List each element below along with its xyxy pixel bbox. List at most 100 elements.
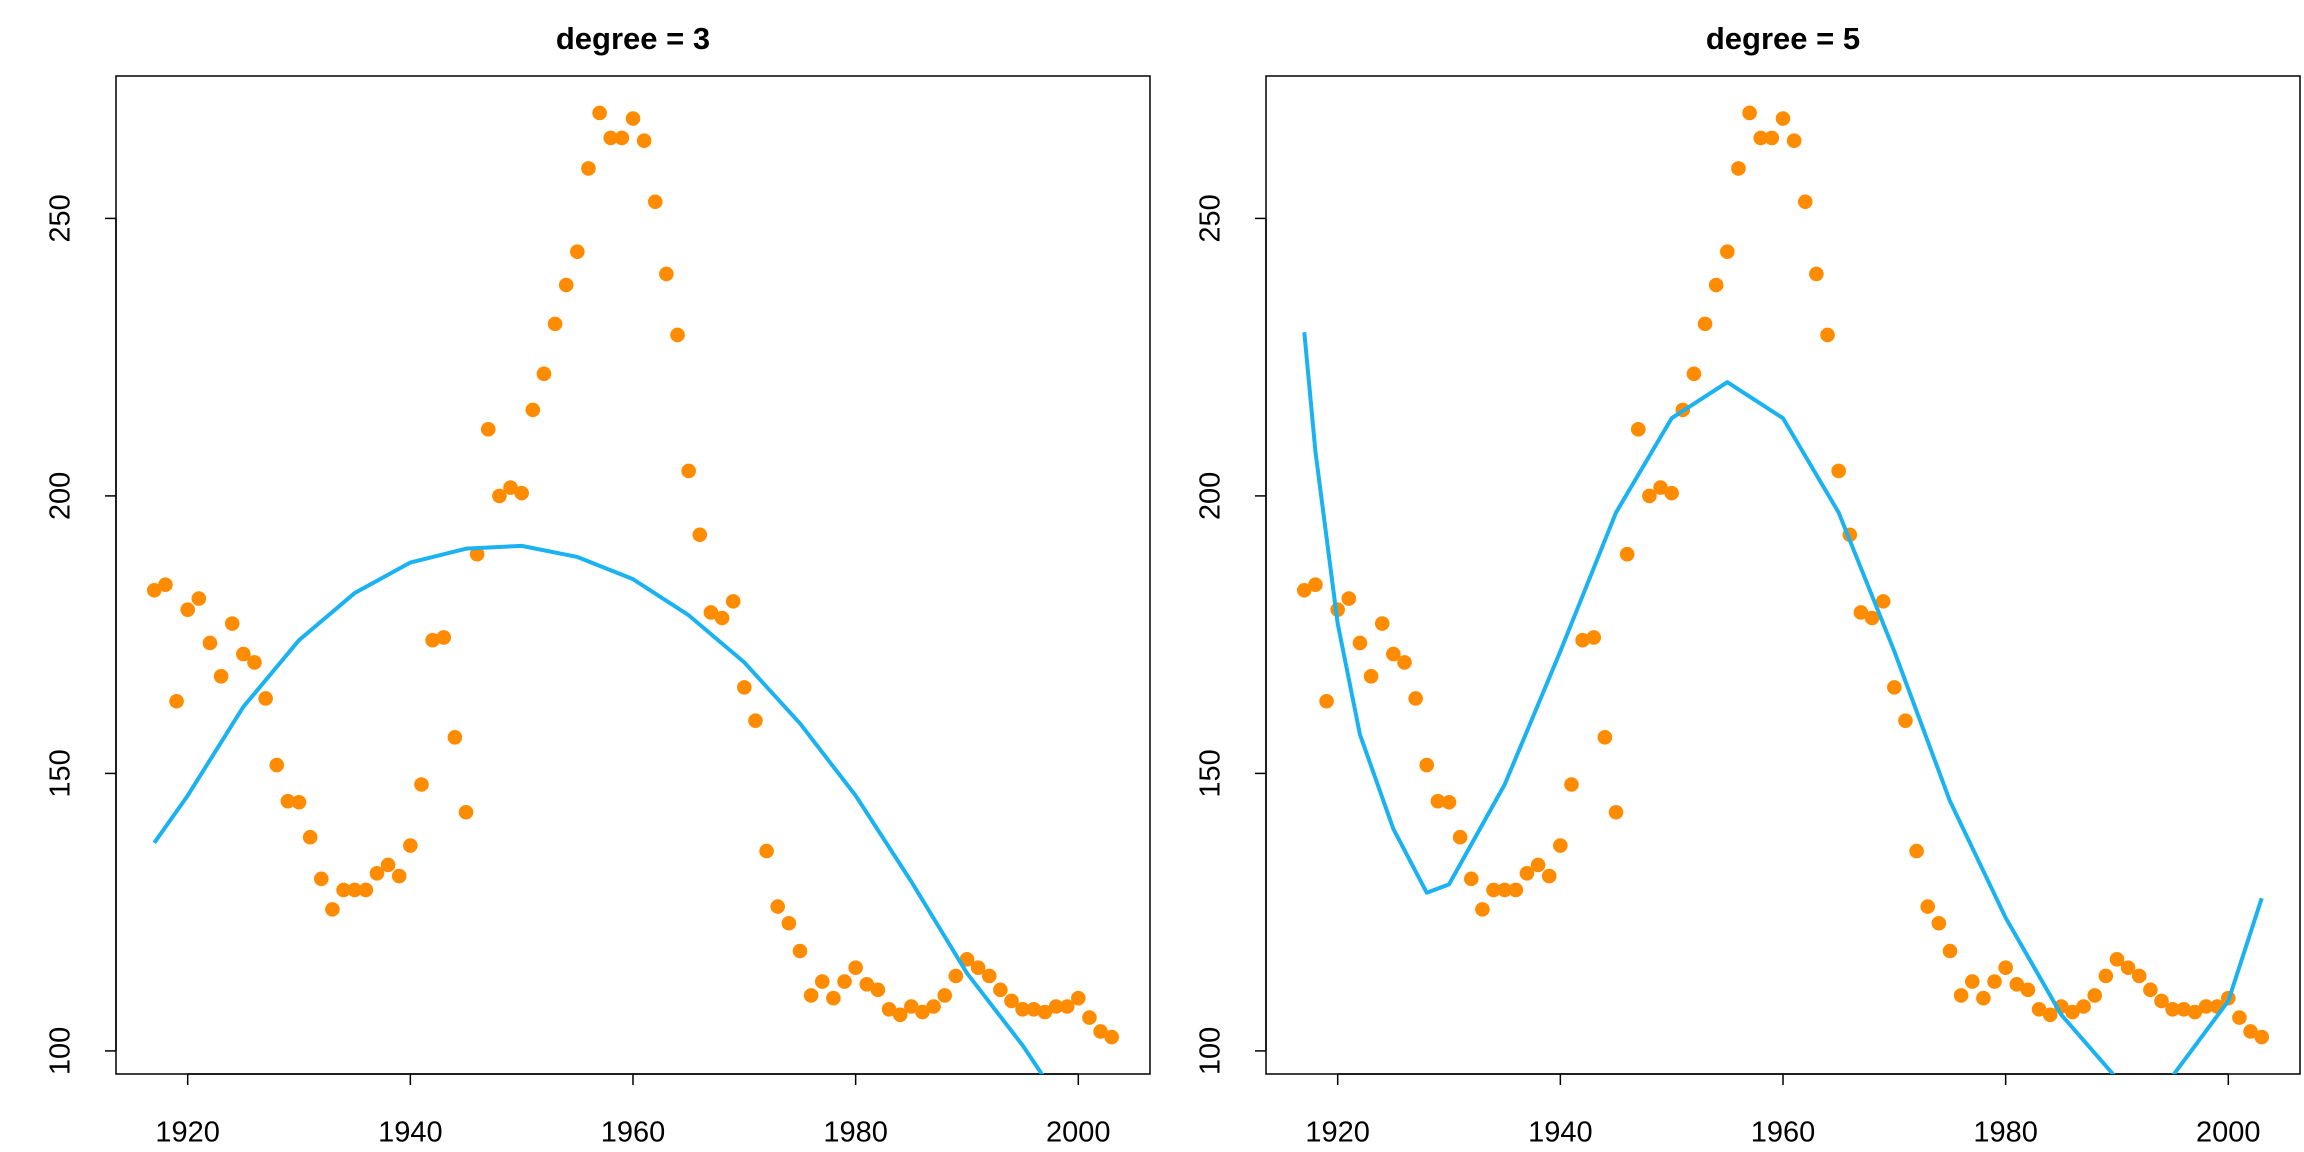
data-point	[169, 693, 184, 709]
data-point	[1887, 680, 1902, 695]
data-point	[536, 366, 552, 382]
fit-line	[1302, 332, 2264, 1074]
data-point	[1875, 594, 1891, 609]
data-point	[1998, 960, 2013, 975]
data-point	[146, 582, 162, 598]
data-point	[1553, 838, 1568, 853]
data-point	[2243, 1024, 2258, 1039]
data-point	[2232, 1010, 2247, 1025]
data-point	[1608, 804, 1624, 820]
data-point	[1319, 693, 1334, 709]
data-point	[781, 915, 797, 931]
data-point	[1931, 915, 1947, 931]
plot-area	[146, 105, 1120, 1074]
data-point	[469, 546, 485, 562]
data-point	[480, 422, 496, 437]
data-point	[1059, 999, 1075, 1014]
data-point	[692, 527, 708, 543]
data-point	[313, 871, 329, 887]
y-tick-label: 150	[45, 749, 77, 797]
data-point	[892, 1007, 908, 1023]
data-point	[1720, 244, 1735, 260]
plot-box	[115, 75, 1151, 1075]
panel: degree = 3 1920 1940 1960 1980 2000 100 150 200 2…	[45, 21, 1151, 1149]
data-point	[1742, 105, 1757, 121]
data-point	[2154, 993, 2169, 1009]
y-tick-label: 200	[45, 472, 77, 520]
data-point	[970, 960, 986, 975]
data-point	[2198, 999, 2214, 1014]
data-point	[659, 266, 674, 282]
chart-title: degree = 3	[556, 21, 710, 56]
data-point	[403, 838, 418, 853]
data-point	[1564, 777, 1579, 792]
data-point	[1775, 111, 1791, 126]
data-point	[358, 882, 374, 898]
data-point	[180, 602, 195, 617]
data-point	[937, 988, 953, 1003]
data-point	[837, 974, 852, 989]
data-point	[1296, 582, 1312, 598]
data-point	[1497, 882, 1512, 898]
x-tick-label: 1980	[1973, 1117, 2038, 1149]
data-point	[1026, 1001, 1042, 1017]
data-point	[1619, 546, 1635, 562]
data-point	[570, 244, 585, 260]
data-point	[737, 680, 752, 695]
data-point	[2042, 1007, 2058, 1023]
data-point	[759, 843, 774, 859]
data-point	[1441, 794, 1457, 810]
data-point	[1697, 316, 1713, 332]
data-point	[1864, 610, 1880, 626]
data-point	[492, 488, 507, 504]
data-point	[391, 868, 407, 884]
data-point	[803, 988, 819, 1003]
x-tick-label: 2000	[2196, 1117, 2261, 1149]
data-point	[1530, 857, 1546, 873]
data-point	[1953, 988, 1969, 1003]
data-point	[1987, 974, 2002, 989]
data-point	[904, 999, 919, 1014]
data-point	[1341, 591, 1357, 606]
data-point	[1408, 691, 1423, 706]
data-point	[1853, 605, 1869, 620]
data-point	[826, 990, 841, 1006]
x-tick-label: 1940	[1528, 1117, 1593, 1149]
data-point	[981, 968, 997, 984]
data-point	[1653, 480, 1668, 495]
data-point	[202, 635, 218, 651]
data-point	[1093, 1024, 1108, 1039]
data-point	[714, 610, 730, 626]
data-point	[647, 194, 663, 210]
data-point	[1909, 843, 1924, 859]
data-point	[380, 857, 396, 873]
data-point	[247, 655, 262, 670]
y-tick-label: 250	[1195, 194, 1227, 242]
data-point	[614, 130, 630, 146]
data-point	[2031, 1001, 2047, 1017]
data-point	[336, 882, 351, 898]
y-tick-label: 100	[1195, 1027, 1227, 1075]
data-point	[436, 630, 452, 645]
y-tick-label: 100	[45, 1027, 77, 1075]
data-point	[325, 902, 340, 917]
data-point	[870, 982, 886, 998]
plot-box	[1265, 75, 2301, 1075]
x-tick-label: 1920	[155, 1117, 220, 1149]
y-tick-label: 250	[45, 194, 77, 242]
y-tick-label: 200	[1195, 472, 1227, 520]
data-point	[280, 793, 296, 809]
data-point	[1764, 130, 1780, 146]
data-point	[1731, 161, 1746, 176]
data-point	[258, 691, 273, 706]
data-point	[1831, 463, 1846, 479]
data-point	[2065, 1004, 2080, 1020]
data-point	[1976, 990, 1991, 1006]
data-point	[1386, 646, 1401, 662]
data-point	[926, 999, 941, 1014]
data-point	[1430, 793, 1446, 809]
data-point	[725, 594, 741, 609]
data-point	[224, 616, 240, 631]
data-point	[2009, 977, 2025, 992]
